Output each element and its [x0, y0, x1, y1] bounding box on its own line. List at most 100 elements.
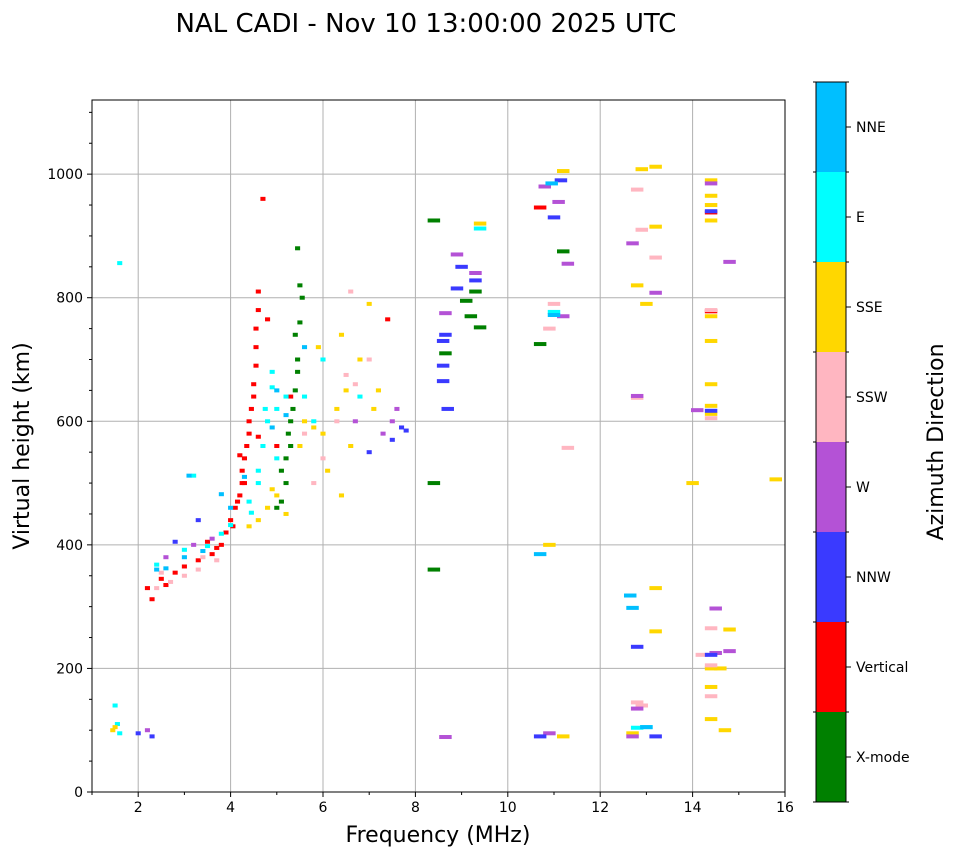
- data-point-nnw: [469, 278, 482, 283]
- data-point-ssw: [195, 567, 201, 572]
- data-point-nne: [218, 492, 224, 497]
- data-point-x-mode: [557, 249, 570, 254]
- data-point-nnw: [389, 437, 395, 442]
- data-point-sse: [704, 666, 718, 671]
- data-point-x-mode: [288, 419, 294, 424]
- data-point-nnw: [533, 734, 547, 739]
- data-point-sse: [723, 627, 736, 632]
- data-point-sse: [626, 731, 639, 736]
- data-point-vertical: [232, 505, 238, 510]
- data-point-sse: [343, 388, 349, 393]
- data-point-nne: [163, 566, 169, 571]
- x-tick-label: 4: [226, 800, 235, 816]
- data-point-nnw: [398, 425, 405, 430]
- colorbar-tick-label: W: [856, 480, 870, 496]
- data-point-sse: [112, 725, 118, 730]
- data-point-nne: [154, 567, 160, 572]
- data-point-sse: [704, 411, 718, 416]
- colorbar-segment: [816, 262, 846, 352]
- data-point-sse: [704, 314, 718, 319]
- data-point-sse: [334, 406, 340, 411]
- data-point-sse: [357, 357, 363, 362]
- data-point-w: [561, 261, 575, 266]
- data-point-sse: [704, 403, 718, 408]
- data-point-e: [204, 544, 211, 549]
- data-point-x-mode: [288, 444, 294, 448]
- data-point-sse: [366, 301, 372, 306]
- x-axis-label: Frequency (MHz): [346, 823, 531, 848]
- colorbar-segment: [816, 172, 846, 262]
- data-point-ssw: [154, 586, 160, 591]
- data-point-x-mode: [427, 567, 441, 572]
- data-point-vertical: [239, 468, 245, 473]
- data-point-sse: [375, 388, 381, 393]
- colorbar-segment: [816, 82, 846, 172]
- data-point-vertical: [253, 326, 259, 331]
- data-point-x-mode: [459, 298, 473, 303]
- data-point-vertical: [265, 317, 271, 322]
- data-point-w: [723, 649, 736, 654]
- x-tick-label: 2: [134, 800, 143, 816]
- data-point-sse: [557, 169, 570, 174]
- data-point-ssw: [311, 481, 317, 486]
- data-point-vertical: [253, 345, 259, 350]
- data-point-sse: [649, 224, 662, 229]
- data-point-w: [630, 393, 644, 398]
- data-point-vertical: [237, 453, 243, 458]
- data-point-e: [283, 394, 289, 399]
- data-point-vertical: [214, 545, 220, 550]
- data-point-x-mode: [283, 456, 289, 461]
- data-point-nne: [186, 473, 192, 478]
- data-point-sse: [704, 338, 718, 343]
- data-point-nne: [274, 388, 280, 393]
- data-point-nne: [640, 725, 653, 730]
- data-point-w: [352, 419, 358, 424]
- data-point-w: [191, 542, 197, 547]
- colorbar-segment: [816, 352, 846, 442]
- data-point-sse: [338, 332, 345, 337]
- data-point-sse: [640, 301, 653, 306]
- data-point-e: [260, 444, 266, 448]
- data-point-x-mode: [292, 388, 298, 393]
- data-point-vertical: [228, 518, 234, 523]
- data-point-ssw: [630, 187, 644, 192]
- data-point-nne: [623, 593, 637, 598]
- data-point-x-mode: [464, 314, 478, 319]
- colorbar-segment: [816, 532, 846, 622]
- data-point-x-mode: [427, 481, 441, 486]
- data-point-nne: [283, 413, 289, 418]
- data-point-e: [191, 473, 197, 478]
- data-point-sse: [311, 425, 317, 430]
- data-point-vertical: [255, 434, 261, 439]
- data-point-nnw: [704, 652, 718, 657]
- data-point-e: [112, 703, 118, 708]
- data-point-sse: [635, 167, 649, 172]
- data-point-vertical: [181, 564, 187, 569]
- data-point-ssw: [547, 301, 561, 306]
- data-point-x-mode: [469, 289, 482, 294]
- y-tick-label: 200: [56, 661, 83, 677]
- data-point-x-mode: [283, 481, 289, 486]
- data-point-vertical: [144, 586, 150, 591]
- data-point-nne: [301, 345, 308, 350]
- data-point-x-mode: [473, 325, 487, 330]
- data-point-w: [704, 181, 718, 186]
- data-point-sse: [769, 477, 782, 482]
- data-point-vertical: [255, 308, 261, 313]
- data-point-sse: [110, 728, 116, 733]
- data-point-vertical: [241, 481, 248, 486]
- data-point-w: [630, 706, 644, 711]
- data-point-sse: [371, 406, 377, 411]
- colorbar: X-mode Vertical NNW W SSW SSE E NNE: [813, 81, 910, 803]
- data-point-w: [552, 199, 565, 204]
- data-point-ssw: [334, 419, 340, 424]
- colorbar-tick-label: Vertical: [856, 660, 908, 676]
- data-point-x-mode: [297, 320, 303, 325]
- data-point-x-mode: [439, 351, 452, 356]
- data-point-sse: [649, 164, 662, 169]
- data-point-nnw: [455, 264, 468, 269]
- data-point-w: [649, 290, 662, 295]
- data-point-nne: [241, 474, 248, 479]
- data-point-sse: [649, 586, 662, 591]
